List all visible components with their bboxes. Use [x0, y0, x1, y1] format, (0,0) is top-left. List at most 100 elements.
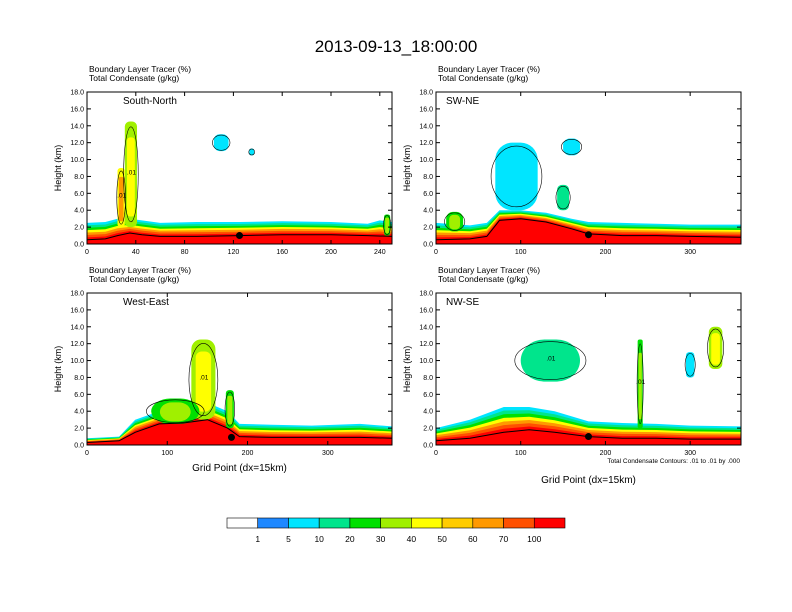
terrain-line [87, 232, 392, 244]
y-tick-label: 2.0 [423, 426, 433, 433]
tracer-plume-core [502, 152, 531, 204]
y-tick-label: 12.0 [70, 341, 84, 348]
y-tick-label: 6.0 [74, 392, 84, 399]
y-tick-label: 10.0 [419, 358, 433, 365]
condensate-contour [684, 353, 696, 377]
y-tick-label: 18.0 [419, 90, 433, 97]
y-tick-label: 14.0 [70, 324, 84, 331]
y-tick-label: 8.0 [423, 174, 433, 181]
tracer-plume-core [227, 395, 233, 425]
contour-label: .01 [546, 356, 555, 363]
colorbar-swatch [533, 517, 566, 529]
colorbar-swatch [472, 517, 504, 529]
tracer-plume-core [385, 217, 390, 234]
tracer-plume-core [159, 402, 191, 422]
panel-label: NW-SE [446, 297, 479, 308]
contour-label: .01 [117, 193, 126, 200]
y-tick-label: 6.0 [423, 392, 433, 399]
panel-label: South-North [123, 96, 177, 107]
plot-frame [86, 91, 393, 245]
plot-area: .01 .01 [87, 121, 392, 244]
panel-4: Boundary Layer Tracer (%)Total Condensat… [402, 265, 742, 486]
x-tick-label: 0 [434, 450, 438, 457]
y-tick-label: 12.0 [419, 140, 433, 147]
tracer-band [436, 217, 741, 244]
y-tick-label: 8.0 [74, 375, 84, 382]
y-tick-label: 6.0 [423, 191, 433, 198]
x-tick-label: 80 [181, 249, 189, 256]
condensate-contour [224, 391, 235, 427]
condensate-contour [555, 185, 571, 210]
condensate-contour [636, 343, 644, 424]
panel-label: West-East [123, 297, 169, 308]
panel-header-line2: Total Condensate (g/kg) [438, 73, 528, 83]
y-axis-label: Height (km) [53, 145, 63, 192]
x-tick-label: 300 [322, 450, 334, 457]
y-tick-label: 14.0 [419, 123, 433, 130]
x-tick-label: 200 [600, 450, 612, 457]
x-tick-label: 200 [325, 249, 337, 256]
y-axis-label: Height (km) [402, 145, 412, 192]
tracer-plume-core [449, 214, 461, 230]
colorbar-label: 30 [376, 534, 386, 544]
colorbar-swatch [349, 517, 381, 529]
tracer-plume-core [118, 176, 124, 222]
condensate-contour [561, 138, 583, 155]
panel-header-line1: Boundary Layer Tracer (%) [89, 265, 191, 275]
y-tick-label: 4.0 [74, 409, 84, 416]
x-tick-label: 0 [85, 450, 89, 457]
y-tick-label: 2.0 [74, 225, 84, 232]
x-axis-label: Grid Point (dx=15km) [541, 475, 636, 486]
y-tick-label: 0.0 [74, 242, 84, 249]
tracer-plume-core [531, 345, 570, 378]
tracer-plume-core [250, 149, 254, 155]
x-tick-label: 300 [684, 249, 696, 256]
colorbar: 1 5 10 20 30 40 50 60 70 100 [226, 517, 566, 544]
x-tick-label: 40 [132, 249, 140, 256]
panel-2: Boundary Layer Tracer (%)Total Condensat… [402, 64, 742, 256]
condensate-contour [383, 215, 392, 235]
x-tick-label: 100 [515, 450, 527, 457]
colorbar-swatch [226, 517, 259, 529]
main-title: 2013-09-13_18:00:00 [315, 37, 478, 56]
y-tick-label: 10.0 [70, 358, 84, 365]
y-tick-label: 8.0 [423, 375, 433, 382]
y-tick-label: 16.0 [419, 106, 433, 113]
y-tick-label: 18.0 [419, 291, 433, 298]
x-tick-label: 300 [684, 450, 696, 457]
y-tick-label: 2.0 [423, 225, 433, 232]
panel-3: Boundary Layer Tracer (%)Total Condensat… [53, 265, 393, 474]
tracer-plume-core [216, 136, 226, 150]
y-tick-label: 12.0 [70, 140, 84, 147]
y-tick-label: 6.0 [74, 191, 84, 198]
y-axis-label: Height (km) [53, 346, 63, 393]
panel-header-line1: Boundary Layer Tracer (%) [89, 64, 191, 74]
x-tick-label: 200 [242, 450, 254, 457]
panel-header-line2: Total Condensate (g/kg) [438, 274, 528, 284]
y-tick-label: 18.0 [70, 291, 84, 298]
colorbar-swatch [503, 517, 535, 529]
y-axis-label: Height (km) [402, 346, 412, 393]
colorbar-swatch [288, 517, 320, 529]
terrain-line [87, 419, 392, 445]
contour-label: .01 [199, 375, 208, 382]
colorbar-label: 50 [437, 534, 447, 544]
location-marker [236, 232, 243, 240]
y-tick-label: 4.0 [423, 409, 433, 416]
colorbar-label: 10 [314, 534, 324, 544]
colorbar-swatch [441, 517, 474, 529]
condensate-contour [707, 328, 725, 368]
y-tick-label: 16.0 [419, 307, 433, 314]
y-tick-label: 0.0 [423, 443, 433, 450]
x-tick-label: 240 [374, 249, 386, 256]
tracer-plume-core [127, 137, 135, 217]
y-tick-label: 4.0 [423, 208, 433, 215]
panel-label: SW-NE [446, 96, 479, 107]
condensate-contour [490, 145, 543, 208]
panels: Boundary Layer Tracer (%)Total Condensat… [53, 64, 742, 486]
y-tick-label: 16.0 [70, 106, 84, 113]
plot-area: .01 .01 [436, 326, 741, 445]
panel-header-line2: Total Condensate (g/kg) [89, 274, 179, 284]
colorbar-swatch [257, 517, 289, 529]
